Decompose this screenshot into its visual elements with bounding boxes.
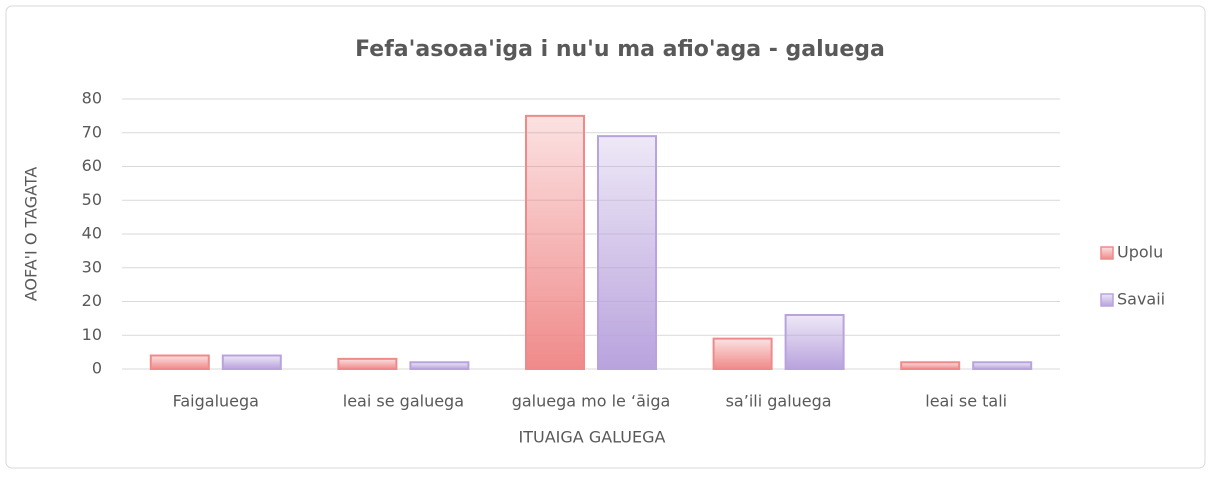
bar: [900, 361, 961, 370]
x-tick-label: sa’ili galuega: [726, 392, 832, 411]
y-tick-label: 80: [82, 89, 102, 108]
bar: [597, 135, 657, 370]
bar: [337, 357, 398, 370]
x-axis-title: ITUAIGA GALUEGA: [519, 428, 666, 447]
x-tick-label: leai se tali: [925, 392, 1007, 411]
bar: [712, 337, 773, 370]
bar: [409, 361, 470, 370]
y-tick-label: 70: [82, 122, 102, 141]
chart-title: Fefa'asoaa'iga i nu'u ma afio'aga - galu…: [355, 37, 885, 62]
y-axis-title: AOFA'I O TAGATA: [22, 167, 41, 302]
y-tick-label: 50: [82, 190, 102, 209]
y-tick-label: 10: [82, 325, 102, 344]
y-tick-label: 0: [92, 359, 102, 378]
x-tick-label: leai se galuega: [343, 392, 464, 411]
bar: [972, 361, 1033, 370]
y-tick-label: 20: [82, 291, 102, 310]
x-tick-label: Faigaluega: [173, 392, 259, 411]
legend-swatch: [1100, 293, 1114, 307]
bar: [149, 354, 210, 370]
legend-swatch: [1100, 246, 1114, 260]
y-tick-label: 30: [82, 257, 102, 276]
legend-label: Upolu: [1117, 243, 1163, 262]
bar: [221, 354, 282, 370]
x-tick-label: galuega mo le ‘āiga: [512, 392, 671, 411]
y-tick-label: 40: [82, 224, 102, 243]
legend-label: Savaii: [1117, 290, 1165, 309]
y-tick-label: 60: [82, 156, 102, 175]
bar: [784, 314, 845, 370]
bar: [525, 114, 585, 370]
